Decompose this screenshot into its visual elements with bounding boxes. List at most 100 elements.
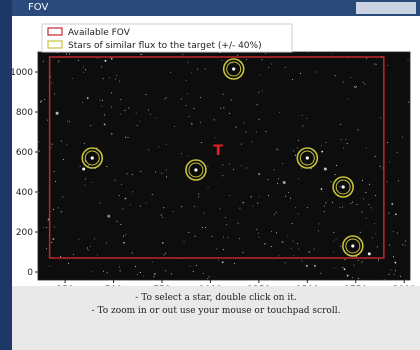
- star: [84, 184, 86, 186]
- star: [365, 217, 367, 219]
- star: [111, 106, 113, 108]
- star: [367, 252, 371, 256]
- star: [318, 223, 320, 225]
- star: [281, 163, 283, 165]
- star: [199, 121, 201, 123]
- star: [207, 186, 209, 188]
- y-tick-label: 800: [16, 108, 33, 118]
- star: [276, 183, 278, 185]
- star: [362, 81, 364, 83]
- star: [170, 273, 172, 275]
- star: [44, 99, 46, 101]
- star: [192, 271, 194, 273]
- star: [408, 101, 410, 103]
- star: [361, 179, 363, 181]
- star: [392, 230, 394, 232]
- star: [336, 164, 338, 166]
- star: [381, 167, 383, 169]
- star: [258, 91, 260, 93]
- star: [257, 202, 259, 204]
- star: [106, 165, 108, 167]
- star: [140, 170, 142, 172]
- star: [194, 235, 196, 237]
- star: [273, 213, 275, 215]
- star: [343, 268, 346, 271]
- star: [77, 59, 79, 61]
- star: [203, 212, 205, 214]
- star: [290, 248, 292, 250]
- star: [357, 277, 359, 279]
- star: [227, 237, 229, 239]
- star: [388, 273, 390, 275]
- star-highlight: [81, 147, 104, 169]
- star: [256, 104, 258, 106]
- star: [362, 198, 364, 200]
- star: [323, 205, 325, 207]
- star: [357, 259, 359, 261]
- window-controls[interactable]: [356, 2, 416, 14]
- star: [78, 238, 80, 240]
- star: [194, 205, 196, 207]
- star: [101, 66, 103, 68]
- star: [361, 260, 363, 262]
- star: [122, 208, 124, 210]
- star: [188, 116, 190, 118]
- star-field: [38, 51, 411, 281]
- star: [135, 112, 137, 114]
- star: [226, 224, 228, 226]
- star: [172, 210, 174, 212]
- star: [97, 254, 99, 256]
- star: [114, 179, 116, 181]
- star: [195, 265, 197, 267]
- star: [128, 107, 130, 109]
- star: [375, 64, 377, 66]
- star: [301, 260, 303, 262]
- star-highlight-inner: [345, 238, 361, 254]
- star: [103, 114, 105, 116]
- star: [258, 196, 260, 198]
- star-highlight: [222, 58, 245, 80]
- star: [394, 213, 397, 216]
- star: [193, 108, 195, 110]
- star: [361, 262, 363, 264]
- star: [139, 205, 141, 207]
- star: [294, 206, 296, 208]
- star: [222, 175, 224, 177]
- star: [53, 170, 55, 172]
- star-highlight: [342, 235, 364, 257]
- star: [180, 153, 182, 155]
- star: [154, 171, 156, 173]
- legend-swatch: [47, 40, 63, 49]
- star: [219, 208, 221, 210]
- star: [83, 142, 85, 144]
- star: [379, 165, 381, 167]
- star: [189, 266, 191, 268]
- star: [49, 265, 51, 267]
- star: [52, 209, 54, 211]
- star: [165, 169, 167, 171]
- star: [134, 265, 136, 267]
- fov-rectangle: [48, 56, 385, 259]
- star: [103, 270, 105, 272]
- star: [207, 165, 209, 167]
- star: [313, 265, 316, 267]
- y-tick-label: 0: [27, 268, 33, 278]
- star: [378, 260, 380, 262]
- star: [163, 207, 165, 209]
- star: [155, 117, 157, 119]
- star: [160, 214, 162, 216]
- star: [374, 63, 376, 65]
- star: [82, 71, 84, 73]
- star: [216, 248, 218, 250]
- legend: Available FOV Stars of similar flux to th…: [41, 23, 293, 53]
- star: [124, 136, 126, 138]
- window-title: FOV: [28, 2, 49, 13]
- target-star: [341, 185, 345, 189]
- star: [51, 242, 53, 244]
- star: [187, 61, 189, 63]
- star: [389, 161, 391, 163]
- star: [119, 113, 121, 115]
- star: [222, 93, 224, 95]
- star: [391, 203, 394, 205]
- legend-box: [41, 23, 293, 53]
